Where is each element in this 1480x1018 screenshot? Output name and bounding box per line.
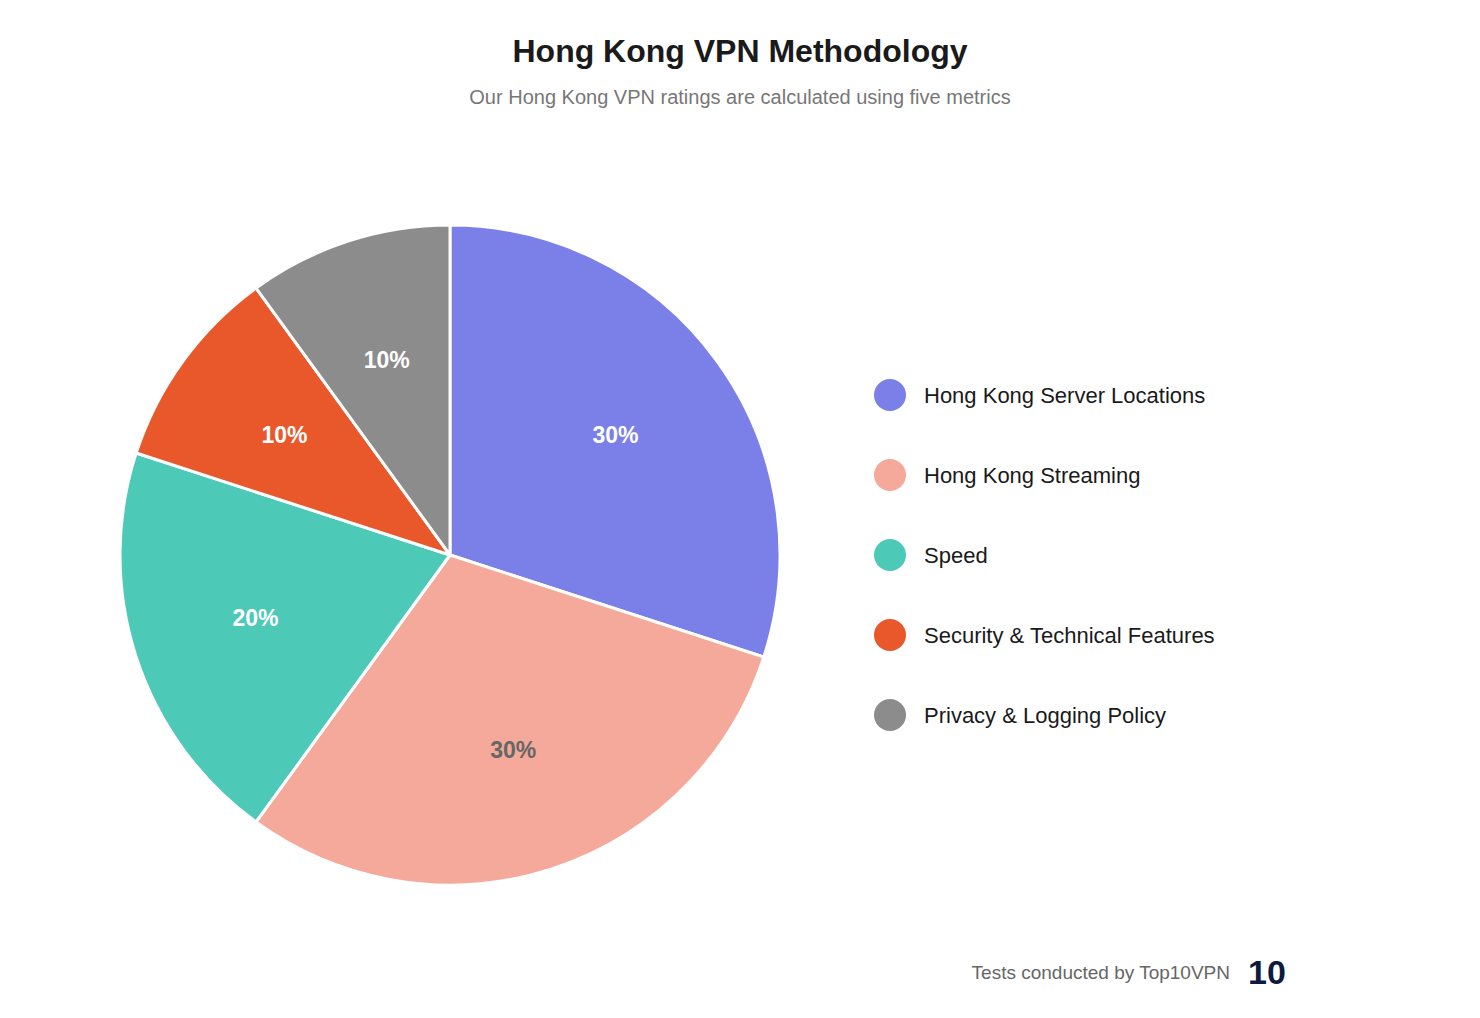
data-labels: 30% 30% 20% 10% 10% xyxy=(232,347,638,762)
data-label: 30% xyxy=(490,737,536,763)
pie-slice xyxy=(256,225,450,555)
data-label: 30% xyxy=(593,422,639,448)
legend: Hong Kong Server Locations Hong Kong Stre… xyxy=(874,379,1215,731)
data-label: 10% xyxy=(261,422,307,448)
chart-container: Hong Kong VPN Methodology Our Hong Kong V… xyxy=(0,0,1480,1018)
data-label: 10% xyxy=(364,347,410,373)
logo-text: 10 xyxy=(1248,953,1286,991)
legend-swatch xyxy=(874,699,906,731)
legend-label: Speed xyxy=(924,543,988,568)
legend-label: Hong Kong Server Locations xyxy=(924,383,1205,408)
legend-label: Hong Kong Streaming xyxy=(924,463,1140,488)
footer-text: Tests conducted by Top10VPN xyxy=(972,962,1230,983)
legend-swatch xyxy=(874,539,906,571)
data-label: 20% xyxy=(232,605,278,631)
background xyxy=(0,0,1480,1018)
legend-swatch xyxy=(874,459,906,491)
title: Hong Kong VPN Methodology xyxy=(512,33,967,69)
legend-swatch xyxy=(874,619,906,651)
subtitle: Our Hong Kong VPN ratings are calculated… xyxy=(469,86,1010,108)
legend-label: Security & Technical Features xyxy=(924,623,1215,648)
pie xyxy=(120,225,780,885)
chart: Hong Kong VPN Methodology Our Hong Kong V… xyxy=(0,0,1480,1018)
legend-swatch xyxy=(874,379,906,411)
legend-label: Privacy & Logging Policy xyxy=(924,703,1166,728)
